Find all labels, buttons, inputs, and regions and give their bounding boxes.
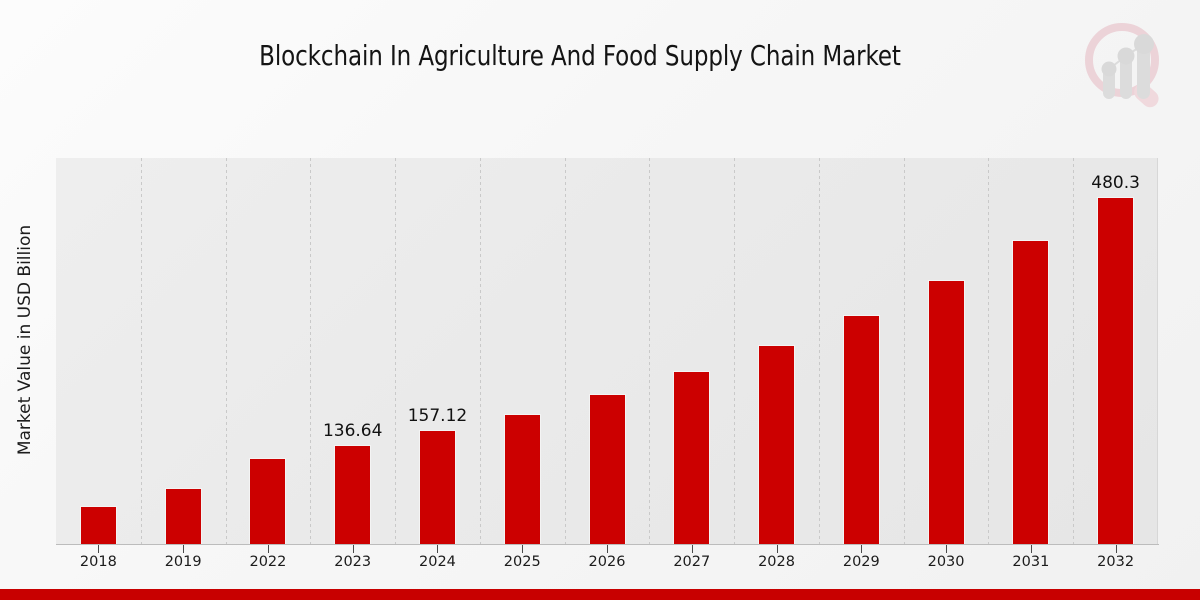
- gridline: [903, 158, 905, 544]
- x-tick-2030: [946, 545, 948, 553]
- bar-2023[interactable]: [334, 445, 372, 544]
- x-tick-2028: [776, 545, 778, 553]
- x-tick-2024: [437, 545, 439, 553]
- x-tick-2018: [98, 545, 100, 553]
- x-tick-2031: [1030, 545, 1032, 553]
- x-tick-label-2032: 2032: [1097, 554, 1135, 570]
- x-tick-label-2026: 2026: [588, 554, 626, 570]
- bar-2018[interactable]: [79, 505, 117, 544]
- x-tick-2026: [607, 545, 608, 553]
- bar-2030[interactable]: [927, 279, 965, 544]
- page-title: Blockchain In Agriculture And Food Suppl…: [259, 40, 901, 72]
- x-tick-label-2025: 2025: [503, 554, 541, 570]
- x-tick-label-2019: 2019: [164, 554, 202, 570]
- x-axis-line: [56, 544, 1159, 545]
- x-tick-label-2024: 2024: [419, 554, 456, 570]
- x-tick-label-2022: 2022: [249, 554, 287, 570]
- x-tick-label-2027: 2027: [673, 554, 711, 570]
- gridline: [140, 158, 142, 544]
- x-tick-label-2018: 2018: [79, 554, 117, 570]
- bar-2032[interactable]: [1097, 196, 1135, 544]
- x-tick-label-2031: 2031: [1012, 554, 1050, 570]
- gridline: [649, 158, 651, 544]
- bar-2031[interactable]: [1012, 239, 1050, 544]
- gridline: [734, 158, 736, 544]
- gridline: [564, 158, 566, 544]
- x-tick-2023: [352, 545, 354, 553]
- gridline: [988, 158, 990, 544]
- x-tick-2032: [1115, 545, 1117, 553]
- x-tick-2019: [183, 545, 185, 553]
- x-tick-label-2028: 2028: [758, 554, 795, 570]
- x-tick-2029: [861, 545, 863, 553]
- bar-2025[interactable]: [503, 413, 541, 544]
- gridline: [395, 158, 397, 544]
- gridline: [479, 158, 481, 544]
- y-axis-title: Market Value in USD Billion: [15, 224, 35, 456]
- bar-2027[interactable]: [673, 370, 711, 544]
- bar-value-label-2024: 157.12: [407, 406, 468, 427]
- bar-2019[interactable]: [164, 487, 202, 544]
- x-tick-label-2029: 2029: [842, 554, 880, 570]
- bar-2026[interactable]: [588, 393, 626, 544]
- plot-area: [56, 158, 1158, 544]
- bar-2024[interactable]: [418, 430, 456, 544]
- x-tick-2022: [267, 545, 269, 553]
- gridline: [1073, 158, 1075, 544]
- gridline: [225, 158, 227, 544]
- bar-2022[interactable]: [249, 457, 287, 544]
- bar-value-label-2032: 480.3: [1091, 172, 1140, 193]
- x-tick-2025: [522, 545, 524, 553]
- gridline: [310, 158, 312, 544]
- x-tick-label-2023: 2023: [334, 554, 372, 570]
- bar-value-label-2023: 136.64: [322, 421, 383, 442]
- footer-accent-strip: [0, 589, 1200, 600]
- bar-2028[interactable]: [758, 344, 796, 544]
- x-tick-label-2030: 2030: [927, 554, 965, 570]
- gridline: [818, 158, 820, 544]
- y-axis-title-container: Market Value in USD Billion: [0, 158, 40, 544]
- bar-2029[interactable]: [842, 314, 880, 544]
- x-tick-2027: [691, 545, 693, 553]
